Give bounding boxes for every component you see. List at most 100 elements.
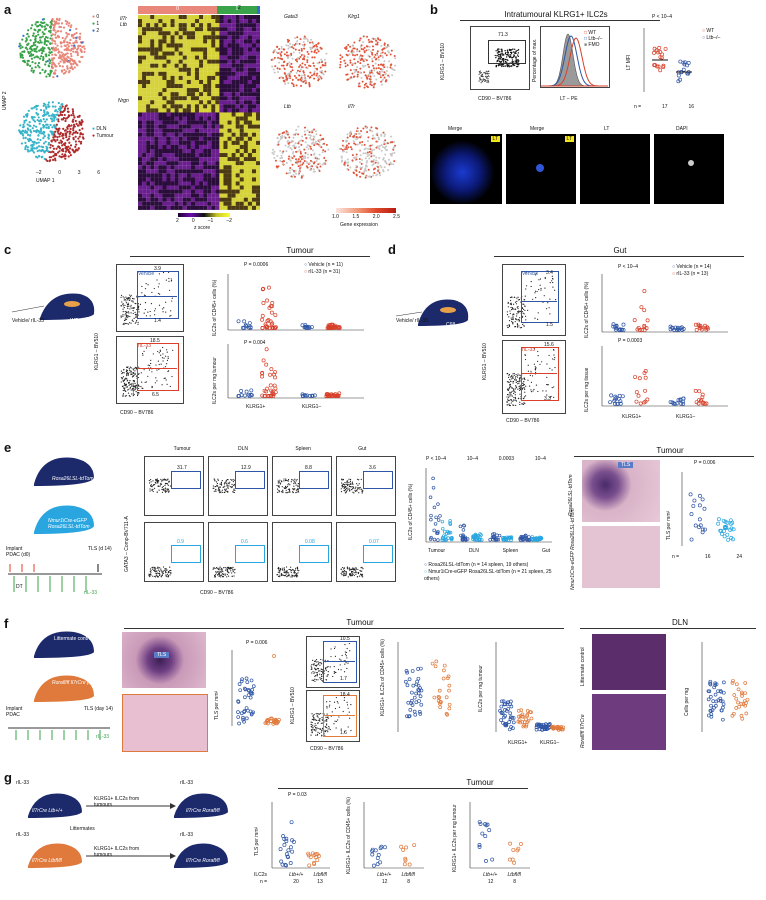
heatmap-cell (178, 201, 183, 206)
event (499, 51, 501, 53)
ril33-dot (260, 313, 265, 318)
umap-cell (53, 63, 57, 67)
heatmap-cell (211, 84, 216, 89)
event (507, 53, 509, 55)
feature-cell (309, 168, 312, 171)
event (150, 303, 153, 305)
event (506, 373, 508, 375)
feature-cell (371, 53, 374, 56)
heatmap-cell (235, 35, 240, 40)
feature-cell (353, 41, 356, 44)
heatmap-cell (178, 55, 183, 60)
heatmap-cell (227, 71, 232, 76)
heatmap-cell (211, 43, 216, 48)
feature-cell (299, 161, 302, 164)
umap-cell (34, 62, 37, 65)
event (494, 54, 496, 57)
heatmap-cell (146, 104, 151, 109)
heatmap-cell (162, 112, 167, 117)
feature-cell (379, 67, 382, 70)
ril33-dot (270, 301, 275, 305)
feature-cell (320, 71, 323, 74)
event (511, 321, 513, 323)
event (497, 64, 500, 67)
heatmap-cell (256, 116, 260, 121)
heatmap-cell (247, 79, 252, 85)
d-dotplots (601, 274, 728, 407)
ril33-dot (634, 399, 639, 404)
heatmap-cell (174, 108, 179, 113)
event (137, 307, 140, 309)
heatmap-cell (162, 47, 167, 52)
heatmap-cell (150, 27, 155, 32)
feature-cell (317, 79, 320, 82)
e-facs-cell: 31.7 (144, 456, 204, 516)
heatmap-cell (170, 108, 175, 113)
event (509, 312, 511, 315)
feature-cell (359, 166, 362, 169)
event (527, 309, 529, 311)
feature-cell (313, 70, 316, 73)
event (297, 485, 299, 487)
event (290, 481, 292, 483)
feature-cell (364, 64, 367, 67)
event (162, 360, 164, 362)
umap-cell (55, 153, 58, 156)
heatmap-cell (247, 84, 252, 89)
heatmap-cell (154, 144, 159, 150)
heatmap-cell (207, 88, 212, 93)
event (122, 303, 124, 305)
heatmap-cell (247, 116, 252, 121)
feature-cell (391, 152, 394, 155)
heatmap-cell (215, 169, 220, 174)
umap-cell (51, 42, 54, 45)
feature-cell (321, 69, 324, 72)
heatmap-cell (243, 169, 248, 174)
heatmap-cell (162, 205, 167, 210)
feature-cell (371, 149, 374, 152)
feature-cell (393, 160, 396, 163)
umap-cell (48, 105, 51, 108)
heatmap-cell (231, 104, 236, 109)
umap-cell (43, 28, 46, 31)
heatmap-cell (235, 165, 240, 170)
heatmap-cell (190, 79, 196, 85)
feature-cell (367, 38, 370, 41)
event (164, 490, 166, 492)
event (517, 388, 519, 390)
event (525, 315, 527, 317)
heatmap-cell (223, 181, 228, 186)
feature-cell (291, 57, 294, 60)
heatmap-cell (142, 205, 147, 210)
heatmap-cell (142, 157, 147, 162)
heatmap-cell (194, 96, 200, 101)
feature-cell (309, 145, 312, 148)
heatmap-cell (146, 165, 151, 170)
event (513, 396, 515, 399)
heatmap-cell (174, 59, 179, 64)
heatmap-cell (231, 15, 236, 20)
heatmap-cell (207, 205, 212, 210)
heatmap-cell (211, 92, 216, 97)
event (517, 383, 519, 385)
feature-cell (304, 80, 307, 83)
feature-cell (380, 133, 383, 136)
heatmap-cell (235, 148, 240, 154)
heatmap-cell (223, 59, 228, 64)
ril33-dot (329, 325, 334, 330)
umap-cell (51, 101, 54, 104)
heatmap-cell (203, 92, 208, 97)
feature-cell (351, 44, 354, 47)
heatmap-cell (142, 201, 147, 206)
event (486, 71, 488, 73)
event (233, 491, 236, 494)
feature-cell (346, 64, 349, 67)
event (513, 388, 515, 390)
feature-cell (380, 144, 383, 147)
feature-cell (280, 154, 283, 157)
heatmap-cell (207, 177, 212, 182)
heatmap-cell (251, 201, 257, 206)
event (278, 481, 281, 483)
e-facs-cell: 8.8 (272, 456, 332, 516)
heatmap-cell (162, 153, 167, 158)
